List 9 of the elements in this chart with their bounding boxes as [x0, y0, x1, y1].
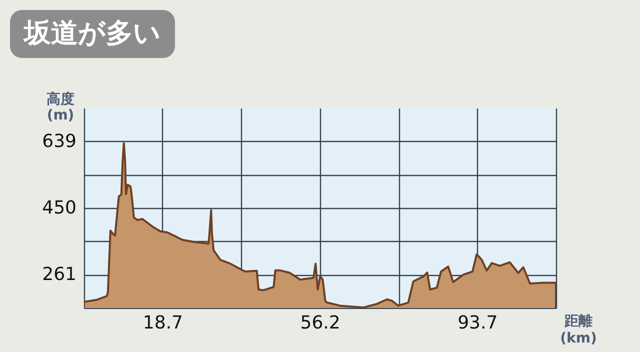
x-tick-label: 93.7: [458, 312, 498, 334]
x-tick-label: 56.2: [300, 312, 340, 334]
x-axis-title: 距離 (km): [560, 314, 597, 346]
y-axis-title: 高度 (m): [46, 90, 74, 124]
y-tick-label: 450: [42, 198, 76, 218]
x-tick-label: 18.7: [142, 312, 183, 334]
y-tick-label: 639: [42, 130, 76, 152]
chart-title: 坂道が多い: [10, 10, 175, 58]
y-tick-label: 261: [42, 264, 76, 286]
